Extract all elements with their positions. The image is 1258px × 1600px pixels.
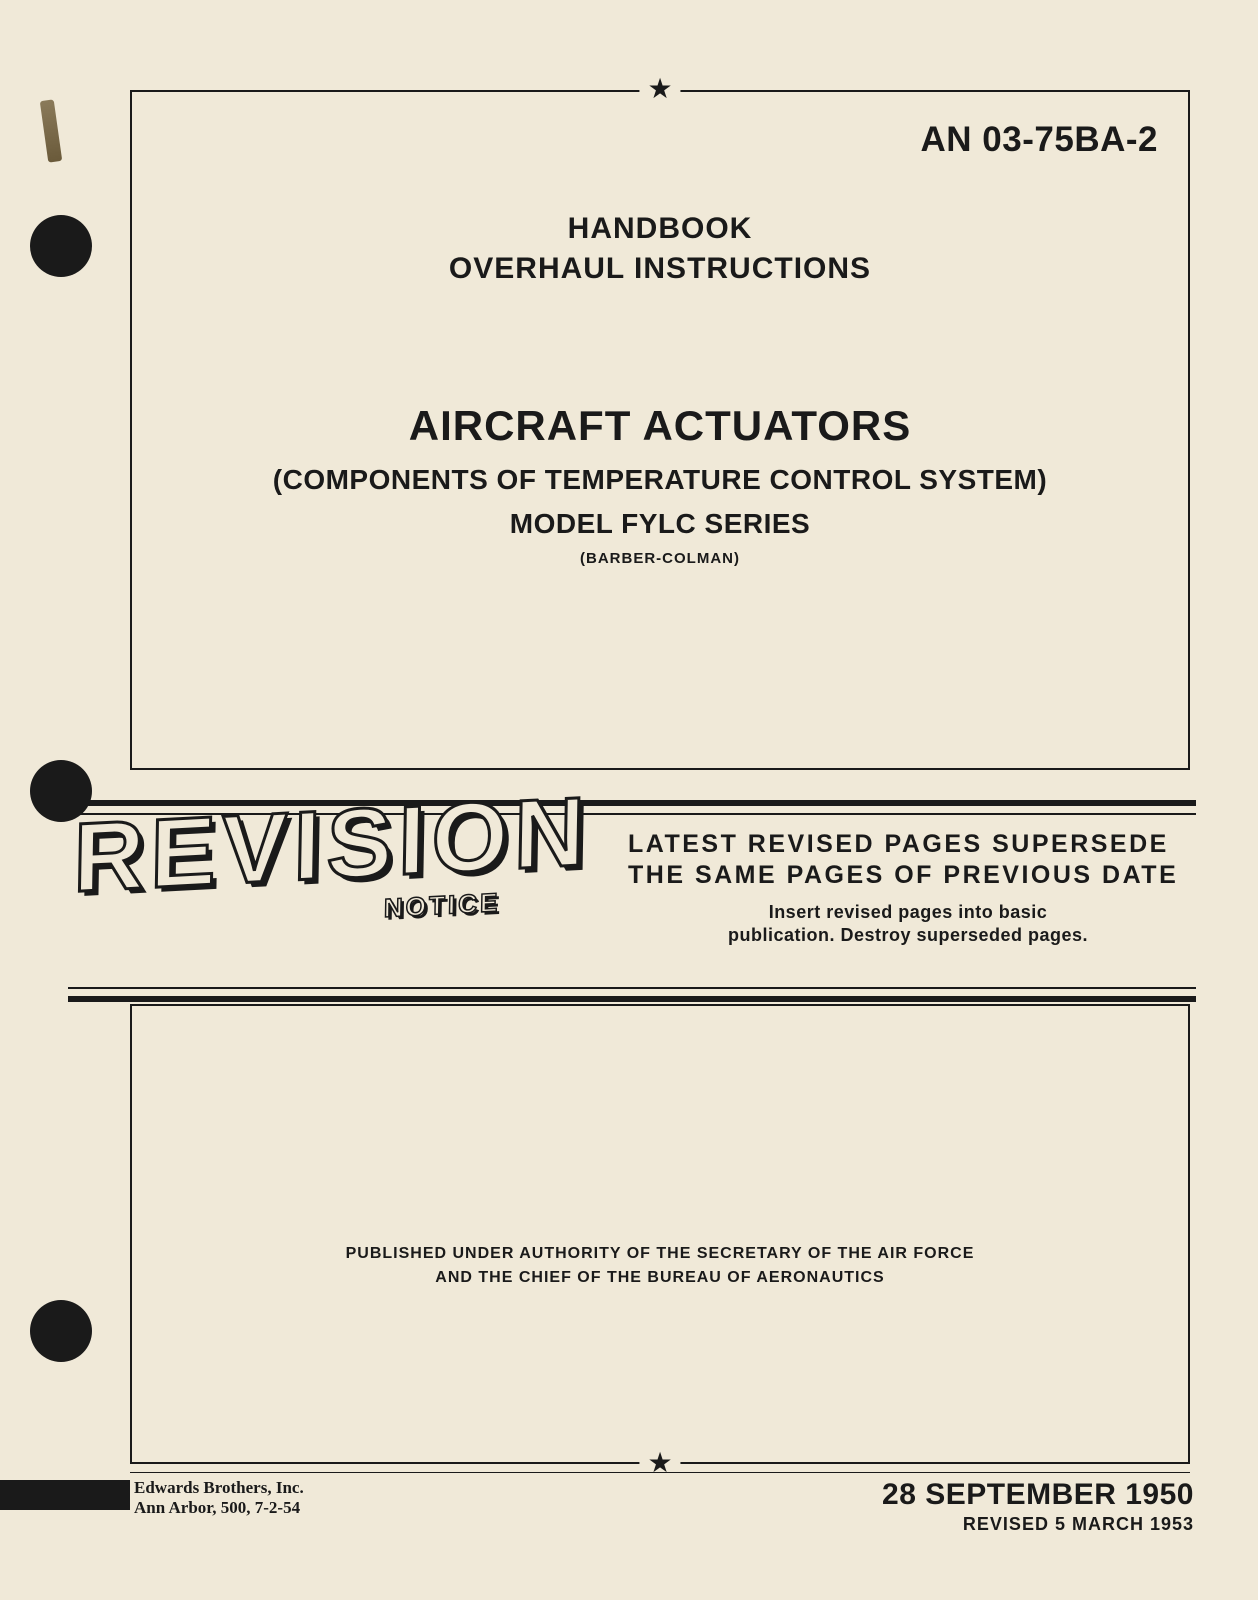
bottom-frame: PUBLISHED UNDER AUTHORITY OF THE SECRETA… — [130, 1004, 1190, 1464]
punch-hole — [30, 215, 92, 277]
document-id: AN 03-75BA-2 — [921, 120, 1158, 160]
revision-banner: REVISION NOTICE LATEST REVISED PAGES SUP… — [68, 800, 1196, 1002]
subtitle: (COMPONENTS OF TEMPERATURE CONTROL SYSTE… — [132, 464, 1188, 496]
revision-line: THE SAME PAGES OF PREVIOUS DATE — [628, 861, 1188, 890]
document-page: ★ AN 03-75BA-2 HANDBOOK OVERHAUL INSTRUC… — [0, 0, 1258, 1600]
header-line: OVERHAUL INSTRUCTIONS — [132, 252, 1188, 286]
notice-word: NOTICE — [384, 887, 501, 924]
printer-detail: Ann Arbor, 500, 7-2-54 — [134, 1498, 304, 1518]
revision-instruction: publication. Destroy superseded pages. — [628, 925, 1188, 946]
top-frame: ★ AN 03-75BA-2 HANDBOOK OVERHAUL INSTRUC… — [130, 90, 1190, 770]
revision-word: REVISION — [72, 775, 591, 915]
revision-text: LATEST REVISED PAGES SUPERSEDE THE SAME … — [628, 830, 1188, 946]
manufacturer: (BARBER-COLMAN) — [132, 550, 1188, 567]
handbook-header: HANDBOOK OVERHAUL INSTRUCTIONS — [132, 212, 1188, 286]
header-line: HANDBOOK — [132, 212, 1188, 246]
rule-line — [68, 987, 1196, 989]
revision-instruction: Insert revised pages into basic — [628, 902, 1188, 923]
printer-info: Edwards Brothers, Inc. Ann Arbor, 500, 7… — [134, 1478, 304, 1517]
authority-line: AND THE CHIEF OF THE BUREAU OF AERONAUTI… — [132, 1266, 1188, 1290]
model-series: MODEL FYLC SERIES — [132, 508, 1188, 540]
main-title: AIRCRAFT ACTUATORS — [132, 402, 1188, 450]
punch-hole — [30, 1300, 92, 1362]
rule-line — [130, 1472, 1190, 1473]
revision-stamp: REVISION NOTICE — [74, 788, 590, 901]
staple-mark — [40, 99, 62, 162]
authority-line: PUBLISHED UNDER AUTHORITY OF THE SECRETA… — [132, 1242, 1188, 1266]
star-ornament: ★ — [639, 72, 680, 106]
star-ornament: ★ — [639, 1446, 680, 1480]
revised-date: REVISED 5 MARCH 1953 — [882, 1514, 1194, 1535]
date-block: 28 SEPTEMBER 1950 REVISED 5 MARCH 1953 — [882, 1478, 1194, 1535]
title-block: AIRCRAFT ACTUATORS (COMPONENTS OF TEMPER… — [132, 402, 1188, 567]
authority-statement: PUBLISHED UNDER AUTHORITY OF THE SECRETA… — [132, 1242, 1188, 1290]
edge-strip — [0, 1480, 130, 1510]
printer-name: Edwards Brothers, Inc. — [134, 1478, 304, 1498]
revision-line: LATEST REVISED PAGES SUPERSEDE — [628, 830, 1188, 859]
original-date: 28 SEPTEMBER 1950 — [882, 1478, 1194, 1512]
